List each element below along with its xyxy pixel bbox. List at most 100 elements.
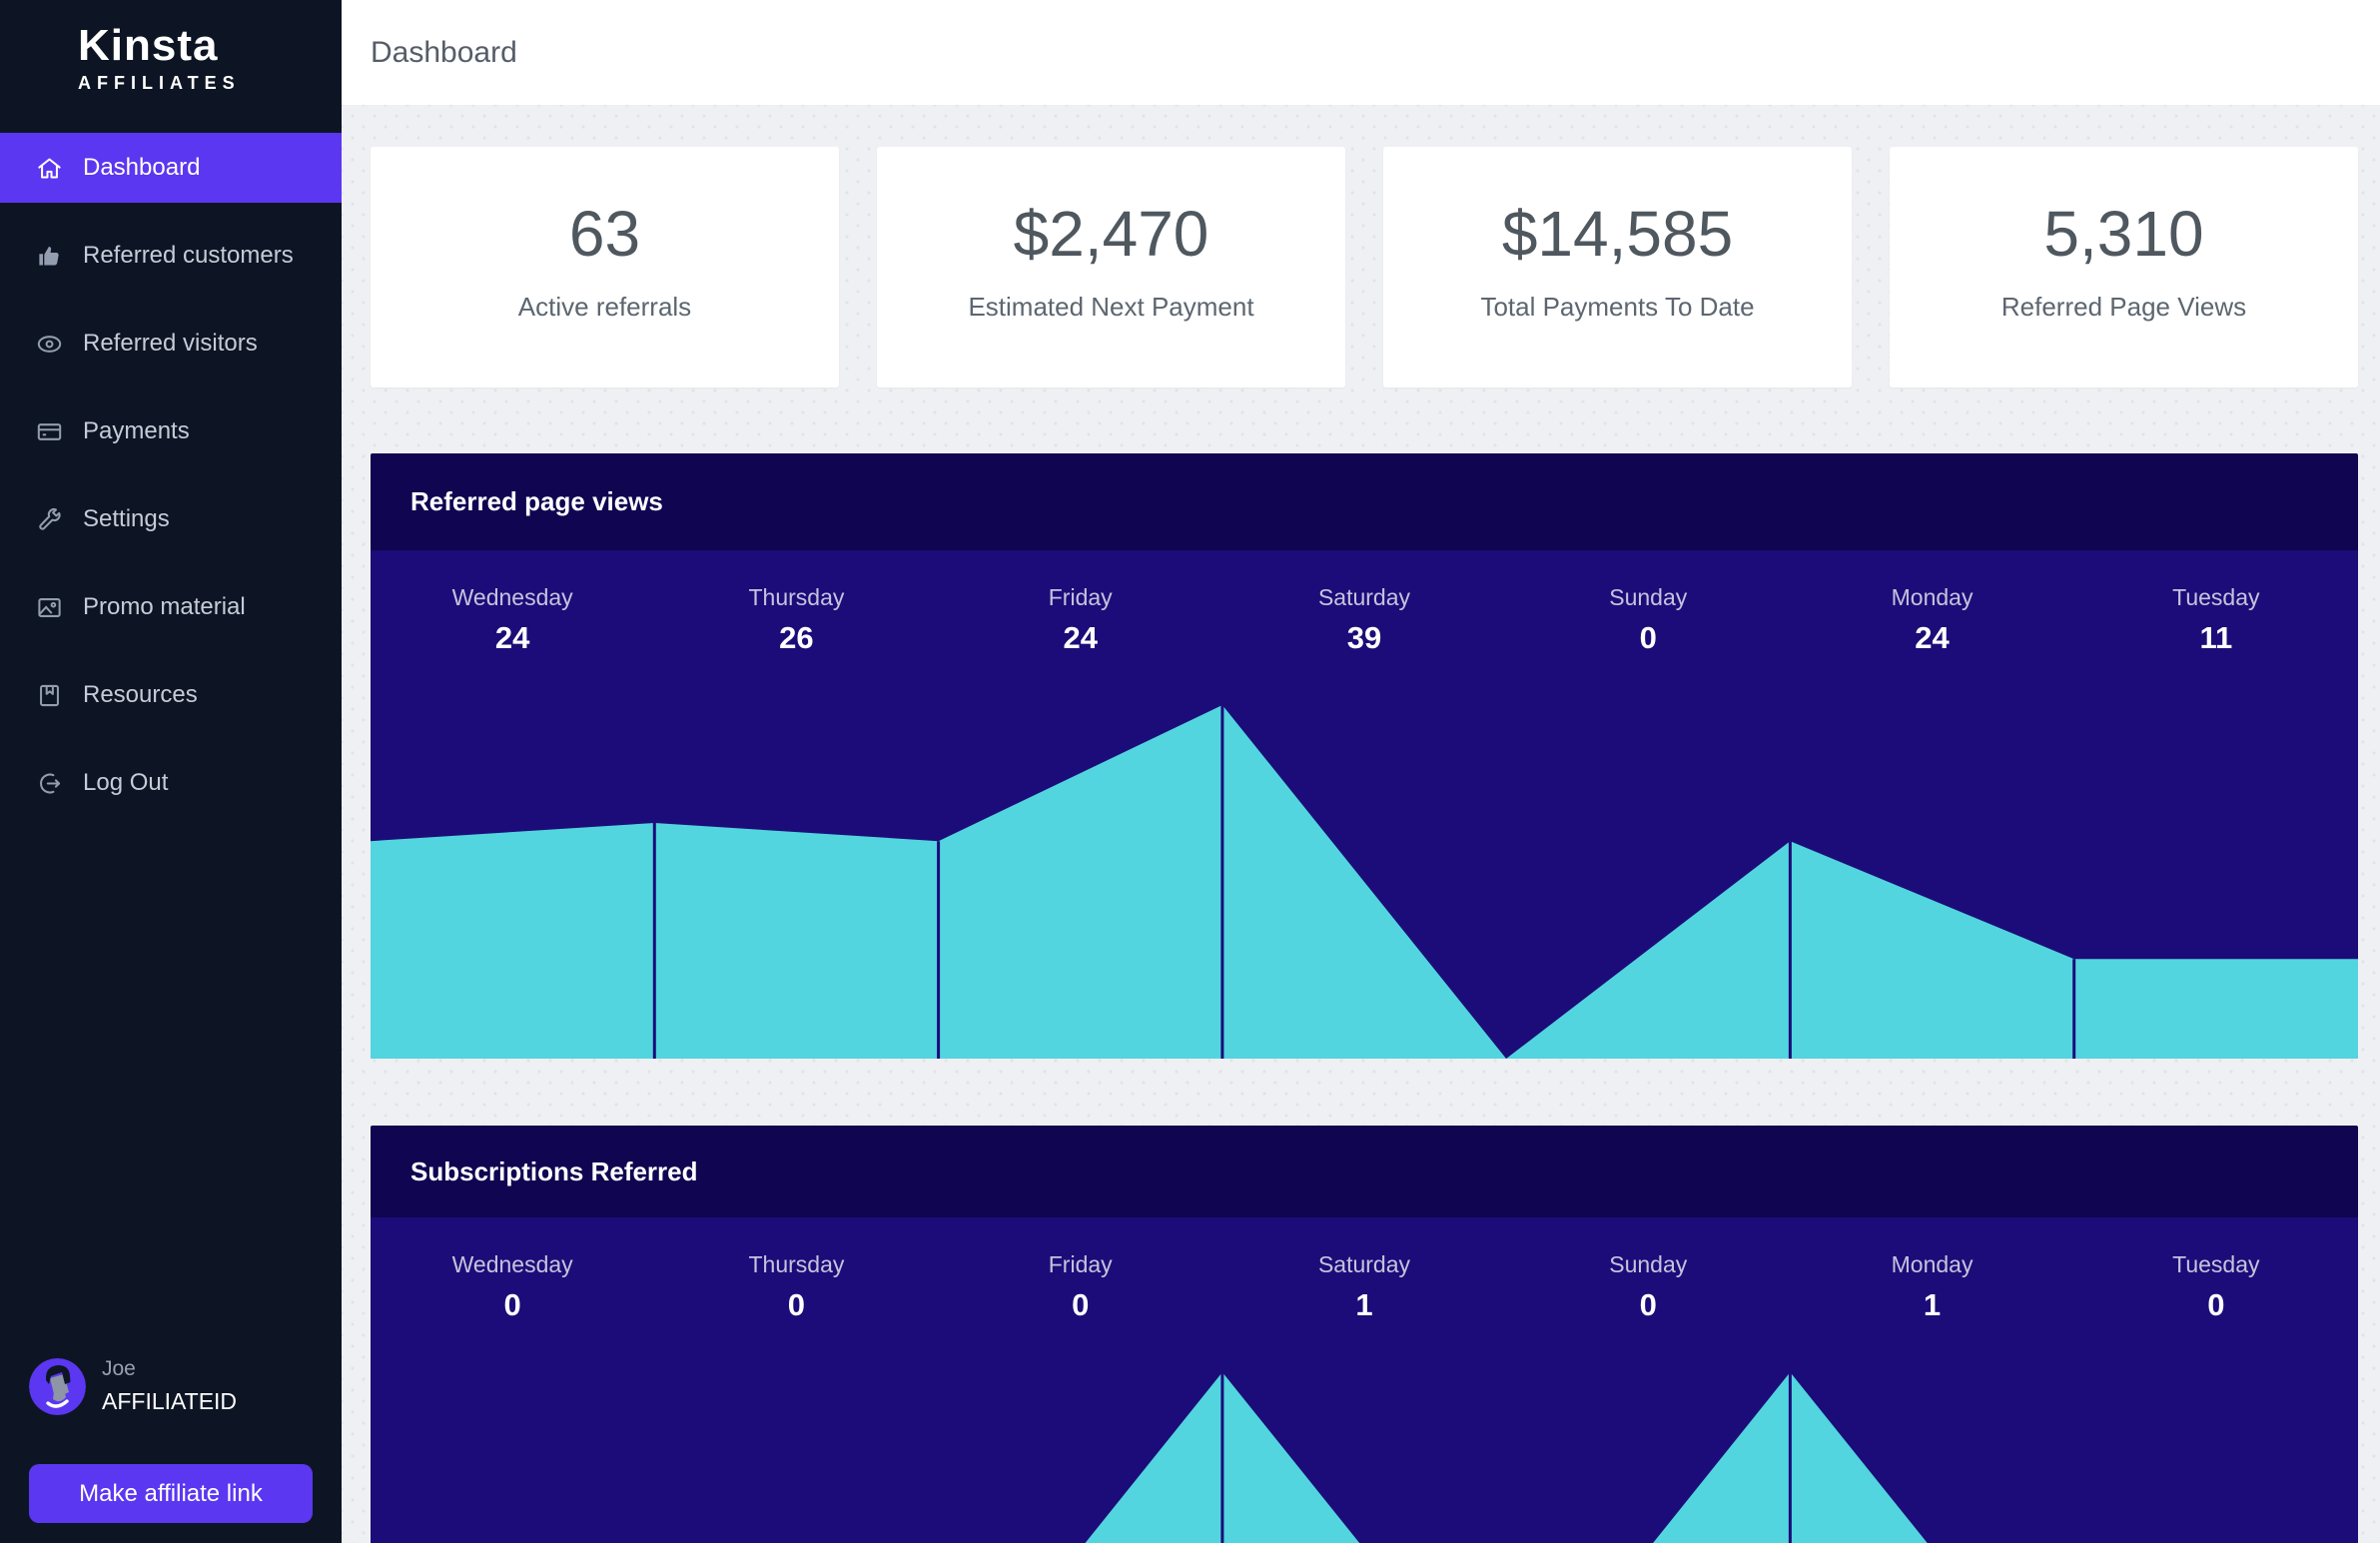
stats-row: 63 Active referrals $2,470 Estimated Nex…	[371, 147, 2358, 387]
day-label: Monday	[1891, 584, 1974, 610]
sidebar-item-promo-material[interactable]: Promo material	[0, 563, 342, 651]
day-value: 1	[1923, 1287, 1942, 1322]
day-column: Friday 0	[939, 1217, 1222, 1347]
panel-body: Wednesday 24 Thursday 26 Friday 24 Sat	[371, 550, 2358, 1059]
sidebar-item-referred-customers[interactable]: Referred customers	[0, 212, 342, 300]
days-row: Wednesday 0 Thursday 0 Friday 0 Saturd	[371, 1217, 2358, 1347]
panel-referred-page-views: Referred page views Wednesday 24 Thursda…	[371, 453, 2358, 1059]
stat-label: Active referrals	[517, 292, 692, 322]
content: 63 Active referrals $2,470 Estimated Nex…	[342, 105, 2380, 1543]
logout-icon	[36, 770, 63, 797]
area-chart-subscriptions-referred	[1085, 1372, 1928, 1543]
wrench-icon	[36, 506, 63, 533]
day-label: Sunday	[1609, 584, 1688, 610]
sidebar-nav-rest: Referred customers Referred visitors Pay…	[0, 212, 342, 827]
stat-value: $2,470	[1013, 198, 1209, 270]
day-value: 1	[1355, 1287, 1373, 1322]
day-label: Friday	[1048, 584, 1113, 610]
image-icon	[36, 594, 63, 621]
day-column: Saturday 1	[1222, 1217, 1506, 1347]
sidebar-item-label: Payments	[83, 417, 190, 444]
sidebar-item-label: Dashboard	[83, 154, 201, 181]
panel-title: Referred page views	[410, 486, 663, 516]
day-column: Wednesday 0	[371, 1217, 654, 1347]
day-column: Saturday 39	[1222, 550, 1506, 680]
day-label: Wednesday	[451, 584, 573, 610]
user-affiliate-id: AFFILIATEID	[102, 1388, 238, 1414]
day-column: Sunday 0	[1506, 1217, 1790, 1347]
panel-header: Referred page views	[371, 453, 2358, 550]
credit-card-icon	[36, 418, 63, 445]
sidebar: Kinsta AFFILIATES Dashboard Referred cus…	[0, 0, 342, 1543]
sidebar-item-label: Promo material	[83, 593, 246, 620]
sidebar-item-label: Referred visitors	[83, 330, 258, 357]
stat-card-active-referrals: 63 Active referrals	[371, 147, 839, 387]
day-value: 0	[503, 1287, 521, 1322]
sidebar-item-settings[interactable]: Settings	[0, 475, 342, 563]
sidebar-nav: Dashboard	[0, 133, 342, 203]
area-chart-referred-page-views	[371, 705, 2358, 1059]
day-value: 24	[494, 620, 530, 655]
main-area: Dashboard 63 Active referrals $2,470 Est…	[342, 0, 2380, 1543]
sidebar-item-referred-visitors[interactable]: Referred visitors	[0, 300, 342, 387]
sidebar-item-label: Referred customers	[83, 242, 294, 269]
sidebar-item-label: Resources	[83, 681, 198, 708]
stat-value: 5,310	[2043, 198, 2204, 270]
day-value: 24	[1063, 620, 1098, 655]
stat-card-estimated-next-payment: $2,470 Estimated Next Payment	[877, 147, 1345, 387]
user-name: Joe	[102, 1357, 136, 1380]
day-value: 0	[2207, 1287, 2225, 1322]
topbar: Dashboard	[342, 0, 2380, 105]
stat-label: Total Payments To Date	[1480, 292, 1755, 322]
day-value: 11	[2199, 620, 2233, 655]
sidebar-item-label: Settings	[83, 505, 170, 532]
eye-icon	[36, 331, 63, 358]
day-label: Tuesday	[2172, 1251, 2260, 1277]
logo-brand: Kinsta	[78, 21, 219, 70]
book-icon	[36, 682, 63, 709]
sidebar-item-resources[interactable]: Resources	[0, 651, 342, 739]
day-value: 0	[787, 1287, 806, 1322]
day-value: 39	[1346, 620, 1382, 655]
page-title: Dashboard	[371, 35, 517, 69]
day-label: Wednesday	[451, 1251, 573, 1277]
avatar	[29, 1357, 86, 1415]
day-label: Tuesday	[2172, 584, 2260, 610]
panel-body: Wednesday 0 Thursday 0 Friday 0 Saturd	[371, 1217, 2358, 1543]
day-column: Tuesday 0	[2074, 1217, 2358, 1347]
stat-card-referred-page-views: 5,310 Referred Page Views	[1890, 147, 2358, 387]
panel-title: Subscriptions Referred	[410, 1156, 698, 1186]
stat-value: $14,585	[1501, 198, 1734, 270]
sidebar-item-log-out[interactable]: Log Out	[0, 739, 342, 827]
sidebar-item-label: Log Out	[83, 769, 169, 796]
sidebar-item-dashboard[interactable]: Dashboard	[0, 133, 342, 203]
day-column: Sunday 0	[1506, 550, 1790, 680]
day-value: 24	[1915, 620, 1950, 655]
make-affiliate-link-button[interactable]: Make affiliate link	[29, 1464, 313, 1523]
days-row: Wednesday 24 Thursday 26 Friday 24 Sat	[371, 550, 2358, 680]
day-label: Sunday	[1609, 1251, 1688, 1277]
day-label: Friday	[1048, 1251, 1113, 1277]
stat-label: Referred Page Views	[2000, 292, 2247, 322]
day-label: Thursday	[748, 1251, 845, 1277]
day-value: 0	[1639, 620, 1657, 655]
user-block: Joe AFFILIATEID	[29, 1357, 342, 1415]
stat-card-total-payments: $14,585 Total Payments To Date	[1383, 147, 1852, 387]
panel-subscriptions-referred: Subscriptions Referred Wednesday 0 Thurs…	[371, 1126, 2358, 1543]
day-label: Monday	[1891, 1251, 1974, 1277]
day-label: Thursday	[748, 584, 845, 610]
day-column: Monday 1	[1790, 1217, 2073, 1347]
kinsta-logo: Kinsta AFFILIATES	[0, 0, 342, 133]
day-column: Thursday 0	[654, 1217, 938, 1347]
logo-subtitle: AFFILIATES	[78, 73, 241, 94]
day-column: Friday 24	[939, 550, 1222, 680]
thumbs-up-icon	[36, 243, 63, 270]
home-icon	[36, 155, 63, 182]
sidebar-item-payments[interactable]: Payments	[0, 387, 342, 475]
stat-label: Estimated Next Payment	[968, 292, 1254, 322]
day-column: Tuesday 11	[2074, 550, 2358, 680]
day-label: Saturday	[1317, 584, 1411, 610]
day-column: Wednesday 24	[371, 550, 654, 680]
day-column: Monday 24	[1790, 550, 2073, 680]
day-column: Thursday 26	[654, 550, 938, 680]
